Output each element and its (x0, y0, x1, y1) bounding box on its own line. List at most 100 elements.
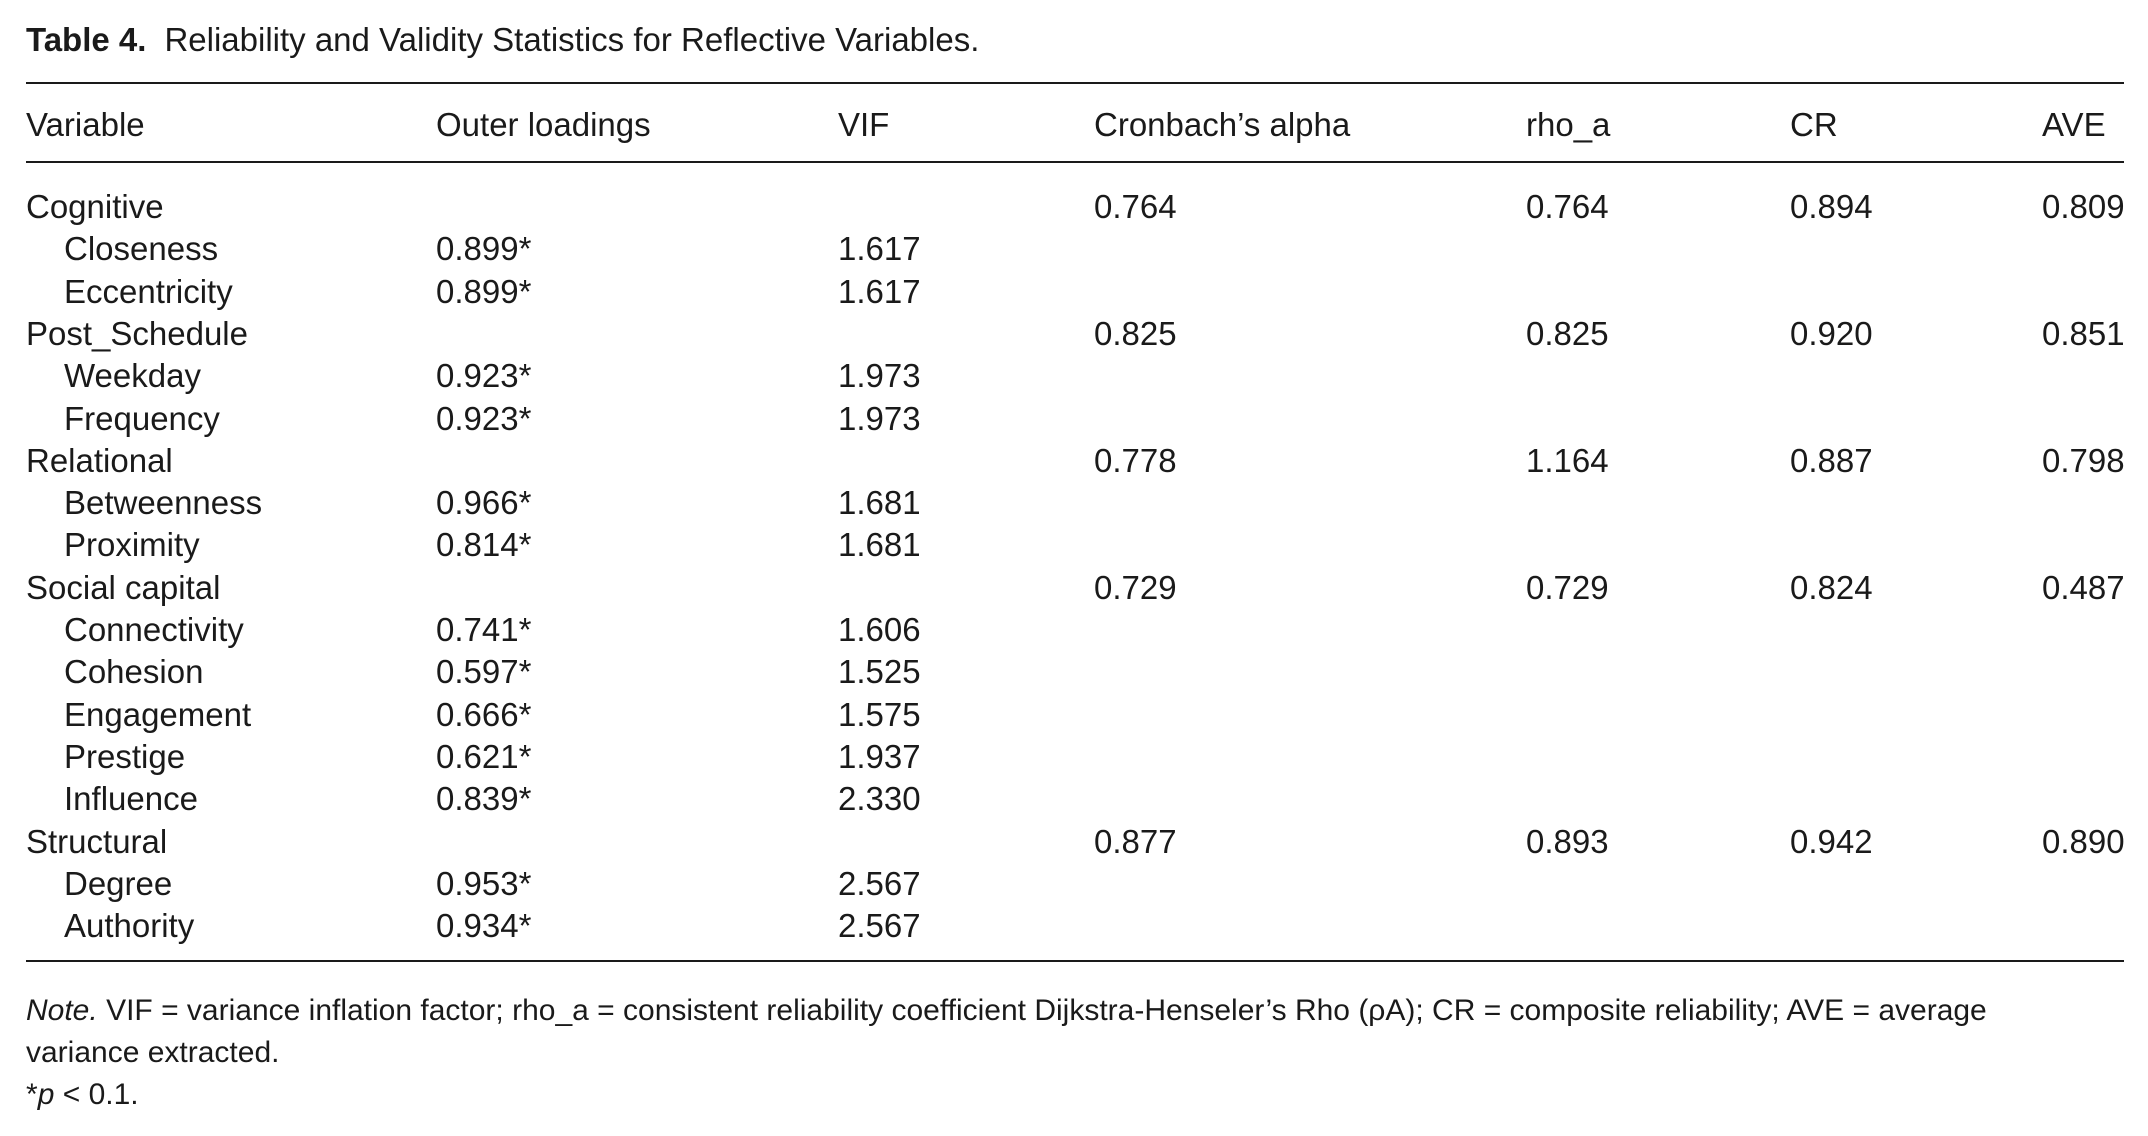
table-cell: 0.893 (1526, 822, 1609, 860)
column-header: AVE (2042, 106, 2106, 143)
variable-group-row: Relational 0.778 1.164 0.887 0.798 (26, 440, 2125, 482)
column-header: Variable (26, 106, 145, 143)
table-cell: Weekday (64, 357, 201, 395)
table-cell: 0.741* (436, 611, 532, 648)
table-cell: 0.934* (436, 907, 532, 945)
variable-group-row: Cognitive 0.764 0.764 0.894 0.809 (26, 186, 2125, 228)
table-cell: Influence (64, 780, 198, 818)
note-text: VIF = variance inflation factor; rho_a =… (26, 994, 1987, 1069)
table-cell: Authority (64, 907, 195, 945)
top-rule (26, 82, 2124, 84)
table-cell: 0.899* (436, 230, 532, 268)
significance-note: *p < 0.1. (26, 1074, 139, 1116)
table-cell: 0.729 (1094, 568, 1177, 606)
table-cell: 0.666* (436, 695, 532, 733)
table-cell: Degree (64, 864, 173, 902)
indicator-row: Cohesion 0.597* 1.525 (26, 651, 2124, 693)
table-cell: 0.729 (1526, 568, 1609, 606)
table-cell: Social capital (26, 568, 221, 606)
table-cell: Eccentricity (64, 272, 233, 310)
significance-star: * (26, 1078, 38, 1111)
table-cell: 1.525 (838, 653, 921, 691)
indicator-row: Connectivity 0.741* 1.606 (26, 609, 2124, 651)
table-cell: Frequency (64, 399, 220, 437)
column-header: Cronbach’s alpha (1094, 106, 1351, 143)
table-cell: 1.164 (1526, 441, 1609, 479)
note-label: Note. (26, 994, 98, 1027)
table-cell: 0.877 (1094, 822, 1177, 860)
variable-group-row: Structural 0.877 0.893 0.942 0.890 (26, 821, 2125, 863)
table-cell: Proximity (64, 526, 200, 564)
table-cell: 1.617 (838, 272, 921, 310)
table-cell: 1.973 (838, 399, 921, 437)
column-header: VIF (838, 106, 890, 143)
table-cell: 0.764 (1094, 188, 1177, 225)
indicator-row: Frequency 0.923* 1.973 (26, 398, 2124, 440)
table-cell: 2.567 (838, 907, 921, 945)
table-cell: 1.681 (838, 484, 921, 522)
table-cell: Engagement (64, 695, 252, 733)
indicator-row: Prestige 0.621* 1.937 (26, 736, 2124, 778)
table-cell: 0.923* (436, 357, 532, 395)
indicator-row: Degree 0.953* 2.567 (26, 863, 2124, 905)
table-cell: Structural (26, 822, 168, 860)
table-cell: Cohesion (64, 653, 204, 691)
significance-p: p (37, 1078, 55, 1111)
indicator-row: Closeness 0.899* 1.617 (26, 228, 2124, 270)
table-cell: Betweenness (64, 484, 263, 522)
table-header-row: Variable Outer loadings VIF Cronbach’s a… (26, 104, 2124, 146)
table-cell: 0.621* (436, 737, 532, 775)
table-cell: 0.966* (436, 484, 532, 522)
table-cell: 0.487 (2042, 568, 2125, 606)
indicator-row: Engagement 0.666* 1.575 (26, 694, 2124, 736)
column-header: rho_a (1526, 106, 1611, 143)
table-cell: 0.825 (1094, 314, 1177, 352)
significance-threshold: < 0.1. (54, 1078, 139, 1111)
table-label: Table 4. (26, 21, 147, 58)
table-cell: 0.953* (436, 864, 532, 902)
table-cell: 2.330 (838, 780, 921, 818)
table-cell: 0.825 (1526, 314, 1609, 352)
table-note: Note. VIF = variance inflation factor; r… (26, 990, 2066, 1074)
table-caption: Table 4. Reliability and Validity Statist… (26, 18, 979, 62)
table-cell: 0.764 (1526, 188, 1609, 225)
table-cell: Post_Schedule (26, 314, 248, 352)
table-cell: 0.597* (436, 653, 532, 691)
table-cell: 0.942 (1790, 822, 1873, 860)
header-rule (26, 161, 2124, 163)
table-cell: 0.899* (436, 272, 532, 310)
table-cell: 0.814* (436, 526, 532, 564)
table-cell: Connectivity (64, 611, 244, 648)
table-cell: 2.567 (838, 864, 921, 902)
indicator-row: Weekday 0.923* 1.973 (26, 355, 2124, 397)
table-cell: 0.778 (1094, 441, 1177, 479)
table-cell: 0.887 (1790, 441, 1873, 479)
table-cell: Closeness (64, 230, 219, 268)
variable-group-row: Post_Schedule 0.825 0.825 0.920 0.851 (26, 313, 2125, 355)
table-cell: 0.798 (2042, 441, 2125, 479)
table-cell: 0.851 (2042, 314, 2125, 352)
table-cell: 0.923* (436, 399, 532, 437)
table-cell: 0.809 (2042, 188, 2125, 225)
table-cell: 0.839* (436, 780, 532, 818)
table-cell: 1.973 (838, 357, 921, 395)
table-cell: 0.920 (1790, 314, 1873, 352)
table-cell: Relational (26, 441, 173, 479)
bottom-rule (26, 960, 2124, 962)
table-cell: 0.894 (1790, 188, 1873, 225)
indicator-row: Proximity 0.814* 1.681 (26, 524, 2124, 566)
table-cell: 1.606 (838, 611, 921, 648)
table-title: Reliability and Validity Statistics for … (164, 21, 980, 58)
indicator-row: Eccentricity 0.899* 1.617 (26, 271, 2124, 313)
variable-group-row: Social capital 0.729 0.729 0.824 0.487 (26, 567, 2125, 609)
table-cell: 0.890 (2042, 822, 2125, 860)
table-cell: 1.617 (838, 230, 921, 268)
column-header: CR (1790, 106, 1838, 143)
indicator-row: Influence 0.839* 2.330 (26, 778, 2124, 820)
table-cell: 0.824 (1790, 568, 1873, 606)
table-cell: 1.575 (838, 695, 921, 733)
indicator-row: Betweenness 0.966* 1.681 (26, 482, 2124, 524)
indicator-row: Authority 0.934* 2.567 (26, 905, 2124, 947)
column-header: Outer loadings (436, 106, 651, 143)
table-cell: Cognitive (26, 188, 164, 225)
